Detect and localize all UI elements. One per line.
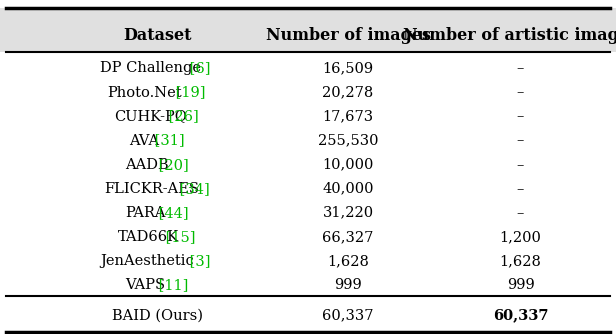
Text: JenAesthetic: JenAesthetic: [100, 254, 194, 268]
Text: 16,509: 16,509: [323, 61, 373, 75]
Text: –: –: [517, 158, 524, 172]
Text: [31]: [31]: [150, 134, 185, 148]
Text: 40,000: 40,000: [322, 182, 374, 196]
Text: TAD66K: TAD66K: [118, 230, 179, 244]
Text: [6]: [6]: [185, 61, 211, 75]
Text: CUHK-PQ: CUHK-PQ: [115, 110, 187, 124]
Text: Number of artistic images: Number of artistic images: [403, 27, 616, 43]
Text: AVA: AVA: [129, 134, 159, 148]
Text: 10,000: 10,000: [322, 158, 374, 172]
Text: VAPS: VAPS: [125, 278, 165, 292]
Text: 999: 999: [506, 278, 535, 292]
Text: 31,220: 31,220: [323, 206, 373, 220]
Text: –: –: [517, 86, 524, 100]
Text: 17,673: 17,673: [323, 110, 373, 124]
Text: DP Challenge: DP Challenge: [100, 61, 201, 75]
Text: [26]: [26]: [164, 110, 199, 124]
Text: FLICKR-AES: FLICKR-AES: [104, 182, 199, 196]
Text: [3]: [3]: [185, 254, 211, 268]
Text: 255,530: 255,530: [318, 134, 378, 148]
Text: 999: 999: [334, 278, 362, 292]
Text: BAID (Ours): BAID (Ours): [111, 309, 203, 323]
Text: –: –: [517, 110, 524, 124]
Text: 1,628: 1,628: [500, 254, 541, 268]
Text: 1,200: 1,200: [500, 230, 541, 244]
Text: 20,278: 20,278: [322, 86, 374, 100]
Text: –: –: [517, 182, 524, 196]
Text: –: –: [517, 61, 524, 75]
Text: [15]: [15]: [161, 230, 195, 244]
Text: Dataset: Dataset: [123, 27, 192, 43]
Text: [11]: [11]: [153, 278, 188, 292]
Text: Number of images: Number of images: [265, 27, 431, 43]
Text: [44]: [44]: [153, 206, 188, 220]
Text: 60,337: 60,337: [322, 309, 374, 323]
Text: Photo.Net: Photo.Net: [107, 86, 182, 100]
Text: [34]: [34]: [175, 182, 209, 196]
Text: AADB: AADB: [125, 158, 169, 172]
Text: [20]: [20]: [153, 158, 188, 172]
Text: 66,327: 66,327: [322, 230, 374, 244]
Text: –: –: [517, 206, 524, 220]
FancyBboxPatch shape: [0, 8, 616, 52]
Text: [19]: [19]: [171, 86, 206, 100]
Text: 1,628: 1,628: [327, 254, 369, 268]
Text: PARA: PARA: [125, 206, 166, 220]
Text: 60,337: 60,337: [493, 309, 548, 323]
Text: –: –: [517, 134, 524, 148]
